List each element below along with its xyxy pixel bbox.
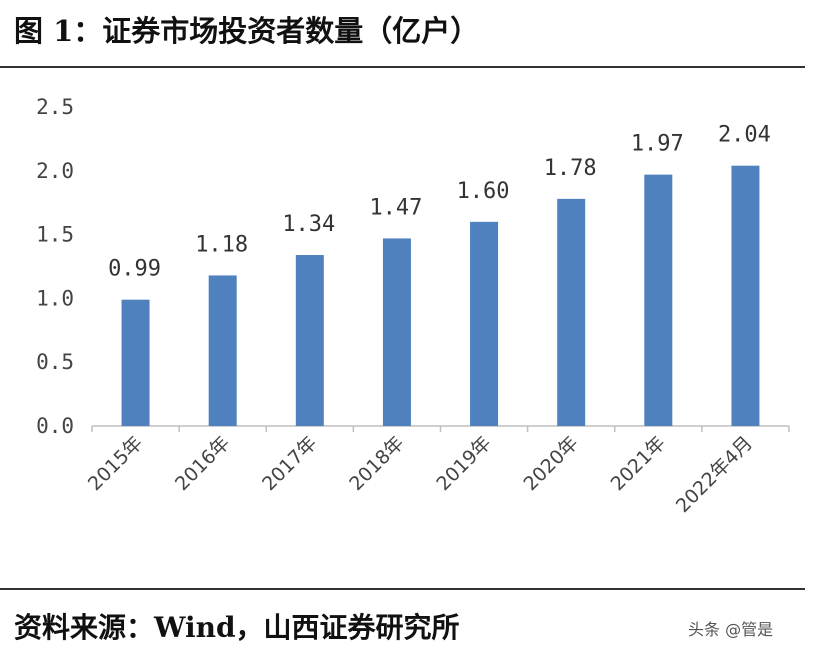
data-label: 1.78: [544, 156, 597, 181]
x-tick-label: 2019年: [432, 432, 495, 495]
y-tick-label: 2.0: [36, 159, 74, 183]
bar: [470, 221, 499, 426]
x-tick-label: 2017年: [258, 432, 321, 495]
y-tick-label: 1.5: [36, 223, 74, 247]
y-tick-label: 1.0: [36, 286, 74, 310]
x-tick-label: 2020年: [520, 432, 583, 495]
y-tick-label: 2.5: [36, 95, 74, 119]
data-label: 0.99: [108, 257, 161, 282]
top-divider: [0, 66, 805, 68]
bar: [295, 255, 324, 426]
watermark: 头条 @管是: [688, 620, 774, 639]
data-label: 1.47: [369, 195, 422, 220]
source-note: 资料来源：Wind，山西证券研究所: [14, 611, 460, 644]
data-label: 1.18: [195, 232, 248, 257]
bar-chart: 0.0 0.5 1.0 1.5 2.0 2.5 0.99 2015年 1.18 2016年 1.34…: [36, 95, 790, 517]
bar: [557, 198, 586, 426]
x-tick-label: 2016年: [171, 432, 234, 495]
y-tick-label: 0.0: [36, 414, 74, 438]
data-label: 1.60: [457, 179, 510, 204]
x-tick-label: 2022年4月: [672, 432, 757, 517]
data-label: 1.97: [631, 132, 684, 157]
data-label: 2.04: [718, 123, 771, 148]
y-tick-label: 0.5: [36, 350, 74, 374]
bar: [731, 165, 760, 427]
x-tick-label: 2021年: [607, 432, 670, 495]
bar: [382, 238, 411, 426]
bar: [208, 275, 237, 426]
x-tick-label: 2015年: [84, 432, 147, 495]
chart-title: 图 1：证券市场投资者数量（亿户）: [14, 14, 480, 48]
bar: [121, 299, 150, 426]
x-tick-label: 2018年: [345, 432, 408, 495]
data-label: 1.34: [282, 212, 335, 237]
bottom-divider: [0, 588, 805, 590]
bar: [644, 174, 673, 426]
